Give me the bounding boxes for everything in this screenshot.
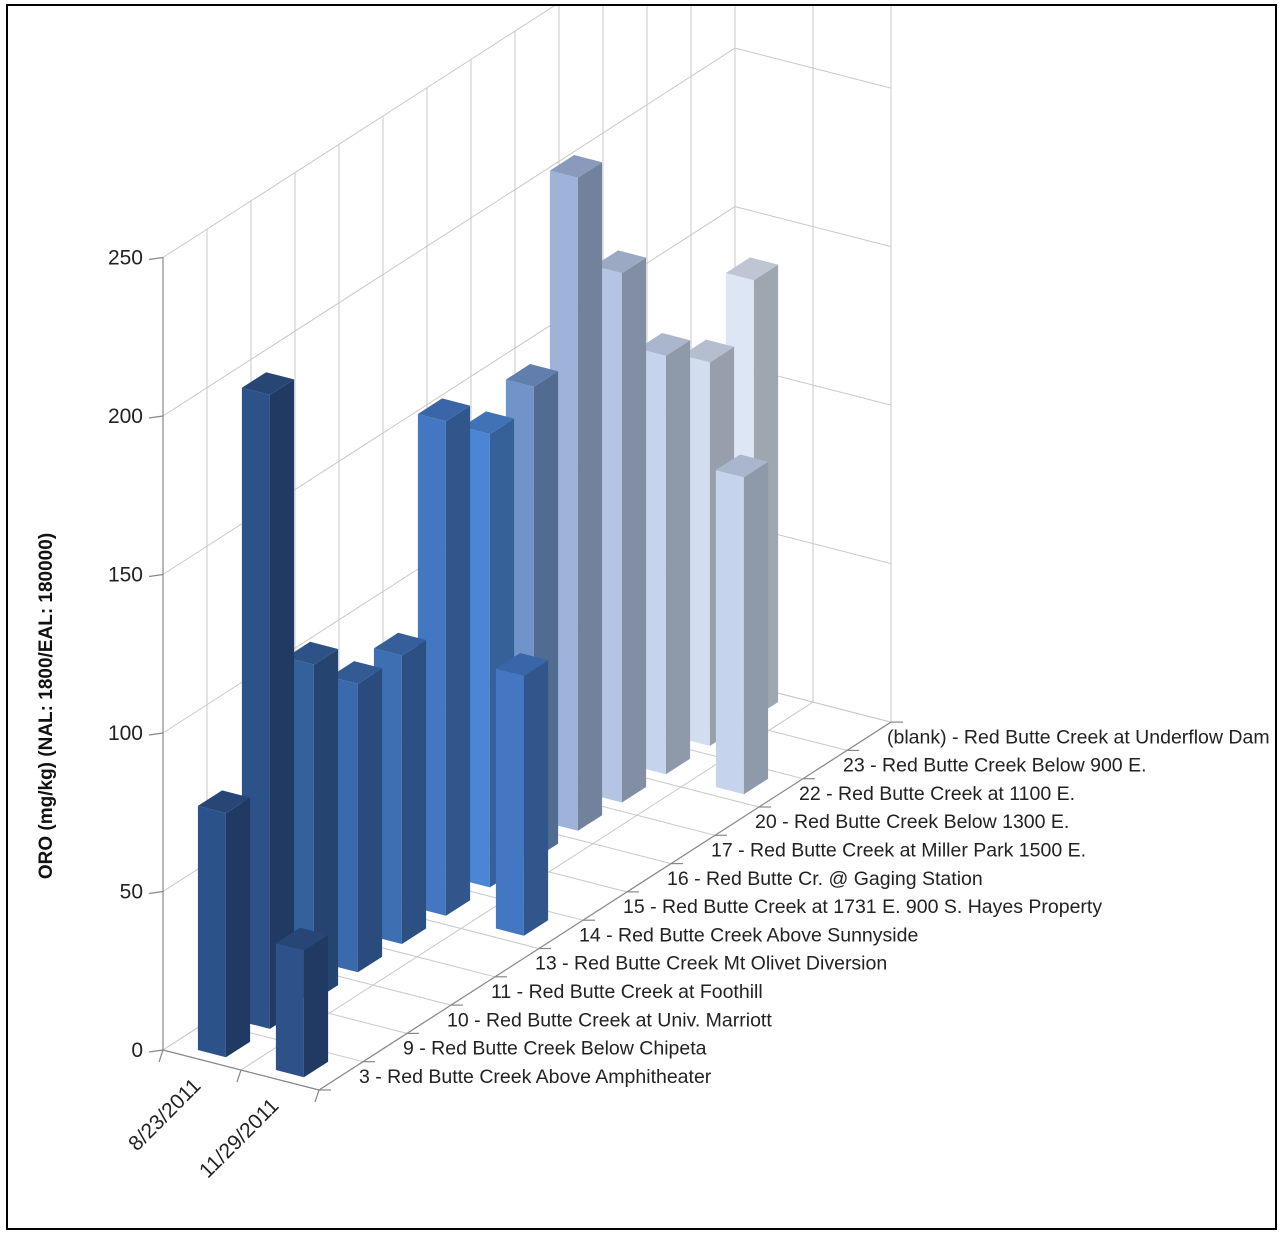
bar-11/29/2011-site-5 <box>495 653 549 936</box>
bar-side-face <box>743 461 769 795</box>
y-tick-label: 100 <box>108 722 143 745</box>
site-label: 9 - Red Butte Creek Below Chipeta <box>403 1038 707 1060</box>
bar-front-face <box>495 668 524 936</box>
bar-side-face <box>401 640 427 944</box>
bar-side-face <box>357 668 383 973</box>
bar-top-face <box>285 641 339 665</box>
date-tick-mark <box>236 1069 242 1083</box>
chart-frame: 0 50 100 150 200 250 8/23/2011 11/29/2011 3 - Re… <box>6 4 1277 1230</box>
y-tick-mark <box>148 890 164 895</box>
bar-front-face <box>715 470 744 795</box>
site-label: 16 - Red Butte Cr. @ Gaging Station <box>667 868 983 890</box>
bar-top-face <box>495 653 549 676</box>
side-wall-gridline <box>162 47 736 417</box>
side-wall-gridline <box>162 6 555 258</box>
y-tick-mark <box>148 1049 164 1053</box>
bar-top-face <box>549 155 603 178</box>
bar-side-face <box>313 649 339 1001</box>
y-tick-label: 0 <box>131 1039 143 1062</box>
y-tick-mark <box>148 415 164 419</box>
bar-top-face <box>637 333 691 356</box>
date-tick-label: 11/29/2011 <box>195 1094 283 1182</box>
site-label: (blank) - Red Butte Creek at Underflow D… <box>887 726 1270 748</box>
bar-top-face <box>241 372 295 395</box>
bar-11/29/2011-site-0 <box>275 927 329 1078</box>
site-label: 11 - Red Butte Creek at Foothill <box>491 981 763 1003</box>
bar-top-face <box>373 632 427 656</box>
date-tick-label: 8/23/2011 <box>124 1074 205 1155</box>
date-tick-mark <box>314 1089 320 1103</box>
bar-top-face <box>461 411 515 435</box>
site-label: 17 - Red Butte Creek at Miller Park 1500… <box>711 840 1086 862</box>
site-label: 14 - Red Butte Creek Above Sunnyside <box>579 924 918 946</box>
bar-side-face <box>577 162 603 831</box>
site-label: 22 - Red Butte Creek at 1100 E. <box>799 783 1075 805</box>
site-label: 15 - Red Butte Creek at 1731 E. 900 S. H… <box>623 896 1102 918</box>
bar-side-face <box>303 934 329 1078</box>
bar-top-face <box>275 927 329 951</box>
y-axis-label: ORO (mg/kg) (NAL: 1800/EAL: 180000) <box>36 533 57 879</box>
y-tick-label: 150 <box>108 564 143 587</box>
bar-top-face <box>505 364 559 387</box>
bar-top-face <box>197 790 251 814</box>
y-tick-label: 250 <box>108 247 143 270</box>
site-label: 3 - Red Butte Creek Above Amphitheater <box>359 1066 712 1088</box>
bar-top-face <box>715 454 769 478</box>
bar-8/23/2011-site-8 <box>549 155 603 831</box>
bar-side-face <box>621 257 647 803</box>
bar-8/23/2011-site-0 <box>197 790 251 1058</box>
bar-front-face <box>275 943 304 1078</box>
site-label: 10 - Red Butte Creek at Univ. Marriott <box>447 1009 772 1031</box>
y-tick-label: 50 <box>120 881 143 904</box>
chart-bars <box>197 155 779 1078</box>
date-tick-mark <box>158 1049 164 1063</box>
bar-11/29/2011-site-10 <box>715 454 769 795</box>
y-tick-mark <box>148 256 164 261</box>
bar-top-face <box>681 339 735 363</box>
bar-top-face <box>593 250 647 274</box>
site-label: 20 - Red Butte Creek Below 1300 E. <box>755 811 1069 833</box>
site-label: 13 - Red Butte Creek Mt Olivet Diversion <box>535 953 887 975</box>
site-label: 23 - Red Butte Creek Below 900 E. <box>843 755 1147 777</box>
bar-side-face <box>225 797 251 1058</box>
bar-front-face <box>197 805 226 1058</box>
y-tick-label: 200 <box>108 405 143 428</box>
bar-top-face <box>417 398 471 422</box>
bar-top-face <box>329 661 383 684</box>
y-tick-mark <box>148 573 164 578</box>
bar-side-face <box>445 405 471 916</box>
bar-side-face <box>665 340 691 775</box>
bar-side-face <box>269 379 295 1029</box>
y-tick-mark <box>148 732 164 736</box>
site-axis-line <box>318 721 892 1091</box>
bar-side-face <box>523 660 549 936</box>
bar-top-face <box>725 257 779 281</box>
